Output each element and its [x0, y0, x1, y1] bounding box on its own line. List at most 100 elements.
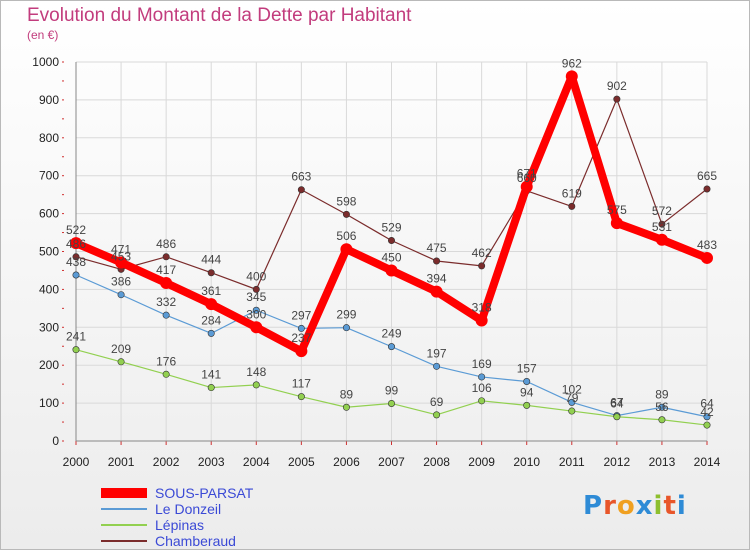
data-point-lepinas — [478, 397, 486, 405]
y-tick-label: 1000 — [32, 55, 59, 69]
data-point-le-donzeil — [478, 373, 486, 381]
data-labels: 438 386 332 284 345 297 299 249 197 169 157 102 67 89… — [66, 56, 717, 419]
data-label-sous-parsat: 394 — [427, 272, 447, 286]
logo-letter: t — [663, 491, 677, 521]
data-label-sous-parsat: 531 — [652, 220, 672, 234]
data-point-lepinas — [297, 393, 305, 401]
x-tick-label: 2007 — [378, 455, 405, 469]
legend-label: Le Donzeil — [155, 501, 222, 517]
data-label-chamberaud: 660 — [517, 171, 537, 185]
data-label-chamberaud: 486 — [66, 237, 86, 251]
logo-letter: P — [583, 491, 604, 521]
data-point-le-donzeil — [523, 377, 531, 385]
data-point-sous-parsat — [610, 217, 623, 230]
x-tick-label: 2004 — [243, 455, 270, 469]
data-label-le-donzeil: 89 — [655, 387, 669, 401]
data-label-lepinas: 148 — [246, 365, 266, 379]
data-point-sous-parsat — [701, 251, 713, 264]
data-label-sous-parsat: 300 — [246, 307, 266, 321]
data-point-le-donzeil — [207, 329, 215, 337]
data-point-chamberaud — [297, 186, 305, 194]
legend-item-lepinas: Lépinas — [101, 517, 253, 533]
data-label-chamberaud: 475 — [427, 241, 447, 255]
data-point-chamberaud — [342, 210, 350, 218]
logo-letter: i — [653, 491, 664, 521]
data-label-sous-parsat: 575 — [607, 203, 627, 217]
data-label-le-donzeil: 332 — [156, 295, 176, 309]
data-point-lepinas — [252, 381, 260, 389]
data-label-le-donzeil: 64 — [700, 397, 714, 411]
data-point-chamberaud — [613, 95, 621, 103]
data-point-lepinas — [72, 346, 80, 354]
data-label-le-donzeil: 67 — [610, 396, 624, 410]
logo-letter: i — [676, 491, 687, 521]
x-tick-label: 2010 — [513, 455, 540, 469]
data-label-sous-parsat: 237 — [291, 331, 311, 345]
data-label-lepinas: 89 — [340, 387, 354, 401]
x-tick-label: 2000 — [63, 455, 90, 469]
data-label-sous-parsat: 522 — [66, 223, 86, 237]
data-label-le-donzeil: 297 — [291, 308, 311, 322]
series-lines — [70, 70, 713, 429]
data-point-lepinas — [117, 358, 125, 366]
data-label-lepinas: 69 — [430, 395, 444, 409]
data-point-chamberaud — [207, 269, 215, 277]
axes: 0 100 200 300 400 500 600 700 800 900 1000 2000 2001… — [32, 55, 720, 469]
data-label-sous-parsat: 962 — [562, 56, 582, 70]
proxiti-logo: Proxiti — [583, 491, 687, 521]
legend: SOUS-PARSAT Le Donzeil Lépinas Chamberaud — [101, 485, 253, 549]
x-tick-label: 2006 — [333, 455, 360, 469]
data-point-chamberaud — [72, 253, 80, 261]
data-label-le-donzeil: 438 — [66, 255, 86, 269]
data-label-lepinas: 79 — [565, 391, 579, 405]
data-point-le-donzeil — [658, 403, 666, 411]
data-point-sous-parsat — [295, 345, 308, 358]
x-tick-label: 2012 — [604, 455, 631, 469]
data-point-le-donzeil — [342, 324, 350, 332]
data-point-lepinas — [342, 403, 350, 411]
x-tick-label: 2001 — [108, 455, 135, 469]
data-label-lepinas: 117 — [292, 377, 311, 391]
data-point-chamberaud — [252, 285, 260, 293]
data-label-sous-parsat: 671 — [517, 167, 537, 181]
data-label-le-donzeil: 299 — [336, 308, 356, 322]
legend-item-le-donzeil: Le Donzeil — [101, 501, 253, 517]
y-tick-label: 300 — [39, 320, 59, 334]
data-point-chamberaud — [162, 253, 170, 261]
chart-subtitle: (en €) — [27, 28, 59, 42]
data-label-sous-parsat: 506 — [336, 229, 356, 243]
legend-item-chamberaud: Chamberaud — [101, 533, 253, 549]
data-point-sous-parsat — [250, 321, 263, 334]
data-label-le-donzeil: 157 — [517, 361, 537, 375]
data-point-sous-parsat — [205, 298, 218, 311]
y-tick-label: 200 — [39, 358, 59, 372]
data-point-sous-parsat — [655, 233, 668, 246]
x-tick-label: 2009 — [468, 455, 495, 469]
y-tick-label: 600 — [39, 207, 59, 221]
data-point-le-donzeil — [568, 398, 576, 406]
data-label-le-donzeil: 197 — [427, 346, 447, 360]
data-label-sous-parsat: 361 — [201, 284, 221, 298]
data-label-lepinas: 176 — [156, 354, 176, 368]
data-label-sous-parsat: 318 — [472, 300, 492, 314]
data-label-sous-parsat: 471 — [111, 242, 131, 256]
data-label-lepinas: 241 — [66, 330, 86, 344]
data-label-lepinas: 99 — [385, 383, 399, 397]
data-label-chamberaud: 663 — [291, 170, 311, 184]
x-tick-label: 2014 — [694, 455, 721, 469]
data-point-le-donzeil — [433, 362, 441, 370]
x-tick-label: 2013 — [649, 455, 676, 469]
data-label-chamberaud: 572 — [652, 204, 672, 218]
y-tick-label: 800 — [39, 131, 59, 145]
data-point-lepinas — [387, 399, 395, 407]
data-point-sous-parsat — [115, 256, 128, 269]
logo-letter: r — [603, 491, 617, 521]
legend-swatch — [101, 524, 147, 526]
data-label-chamberaud: 902 — [607, 79, 627, 93]
legend-label: SOUS-PARSAT — [155, 485, 254, 501]
data-point-lepinas — [433, 411, 441, 419]
logo-letter: x — [635, 491, 654, 521]
data-point-chamberaud — [387, 237, 395, 245]
data-point-le-donzeil — [703, 413, 711, 421]
